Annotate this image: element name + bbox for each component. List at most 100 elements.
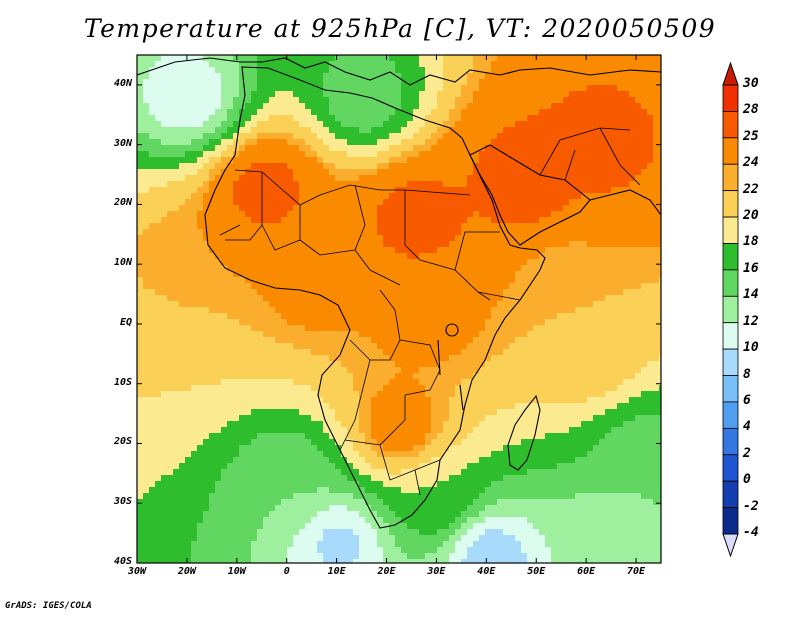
temperature-cell: [443, 385, 450, 392]
temperature-cell: [455, 379, 462, 386]
temperature-cell: [341, 307, 348, 314]
temperature-cell: [569, 115, 576, 122]
temperature-cell: [233, 289, 240, 296]
temperature-cell: [191, 61, 198, 68]
temperature-cell: [461, 85, 468, 92]
temperature-cell: [335, 319, 342, 326]
temperature-cell: [437, 253, 444, 260]
temperature-cell: [137, 319, 144, 326]
temperature-cell: [485, 277, 492, 284]
temperature-cell: [623, 91, 630, 98]
temperature-cell: [227, 337, 234, 344]
temperature-cell: [497, 241, 504, 248]
temperature-cell: [143, 319, 150, 326]
temperature-cell: [395, 79, 402, 86]
temperature-cell: [563, 109, 570, 116]
temperature-cell: [401, 223, 408, 230]
temperature-cell: [239, 223, 246, 230]
temperature-cell: [293, 151, 300, 158]
temperature-cell: [293, 61, 300, 68]
temperature-cell: [527, 265, 534, 272]
temperature-cell: [431, 253, 438, 260]
temperature-cell: [569, 301, 576, 308]
temperature-cell: [359, 379, 366, 386]
temperature-cell: [539, 211, 546, 218]
temperature-cell: [569, 91, 576, 98]
temperature-cell: [263, 289, 270, 296]
temperature-cell: [425, 187, 432, 194]
temperature-cell: [281, 79, 288, 86]
temperature-cell: [329, 121, 336, 128]
temperature-cell: [443, 277, 450, 284]
temperature-cell: [563, 115, 570, 122]
temperature-cell: [593, 295, 600, 302]
temperature-cell: [299, 241, 306, 248]
temperature-cell: [437, 85, 444, 92]
temperature-cell: [359, 97, 366, 104]
temperature-cell: [197, 355, 204, 362]
temperature-cell: [575, 151, 582, 158]
temperature-cell: [473, 271, 480, 278]
temperature-cell: [293, 259, 300, 266]
temperature-cell: [545, 217, 552, 224]
temperature-cell: [479, 283, 486, 290]
temperature-cell: [539, 337, 546, 344]
temperature-cell: [179, 97, 186, 104]
temperature-cell: [185, 379, 192, 386]
temperature-cell: [299, 355, 306, 362]
temperature-cell: [173, 67, 180, 74]
temperature-cell: [467, 121, 474, 128]
temperature-cell: [167, 367, 174, 374]
temperature-cell: [341, 133, 348, 140]
temperature-cell: [557, 115, 564, 122]
temperature-cell: [383, 289, 390, 296]
temperature-cell: [323, 79, 330, 86]
temperature-cell: [635, 355, 642, 362]
temperature-cell: [461, 67, 468, 74]
temperature-cell: [245, 103, 252, 110]
temperature-cell: [473, 241, 480, 248]
temperature-cell: [173, 367, 180, 374]
temperature-cell: [599, 187, 606, 194]
temperature-cell: [563, 121, 570, 128]
temperature-cell: [623, 169, 630, 176]
temperature-cell: [347, 379, 354, 386]
temperature-cell: [239, 319, 246, 326]
temperature-cell: [329, 391, 336, 398]
temperature-cell: [533, 151, 540, 158]
temperature-cell: [557, 301, 564, 308]
temperature-cell: [533, 91, 540, 98]
temperature-cell: [197, 295, 204, 302]
temperature-cell: [149, 181, 156, 188]
temperature-cell: [443, 67, 450, 74]
temperature-cell: [323, 121, 330, 128]
temperature-cell: [515, 289, 522, 296]
temperature-cell: [491, 133, 498, 140]
temperature-cell: [185, 295, 192, 302]
temperature-cell: [593, 139, 600, 146]
temperature-cell: [311, 133, 318, 140]
temperature-cell: [215, 241, 222, 248]
temperature-cell: [395, 157, 402, 164]
temperature-cell: [653, 115, 660, 122]
temperature-cell: [599, 97, 606, 104]
temperature-cell: [173, 235, 180, 242]
temperature-cell: [533, 199, 540, 206]
temperature-cell: [521, 103, 528, 110]
temperature-cell: [179, 259, 186, 266]
temperature-cell: [149, 103, 156, 110]
temperature-cell: [629, 271, 636, 278]
temperature-cell: [179, 199, 186, 206]
temperature-cell: [407, 319, 414, 326]
temperature-cell: [239, 163, 246, 170]
temperature-cell: [599, 319, 606, 326]
temperature-cell: [635, 367, 642, 374]
temperature-cell: [419, 247, 426, 254]
temperature-cell: [659, 313, 661, 320]
temperature-cell: [197, 211, 204, 218]
temperature-cell: [419, 67, 426, 74]
temperature-cell: [377, 391, 384, 398]
temperature-cell: [611, 307, 618, 314]
temperature-cell: [365, 271, 372, 278]
temperature-cell: [215, 253, 222, 260]
